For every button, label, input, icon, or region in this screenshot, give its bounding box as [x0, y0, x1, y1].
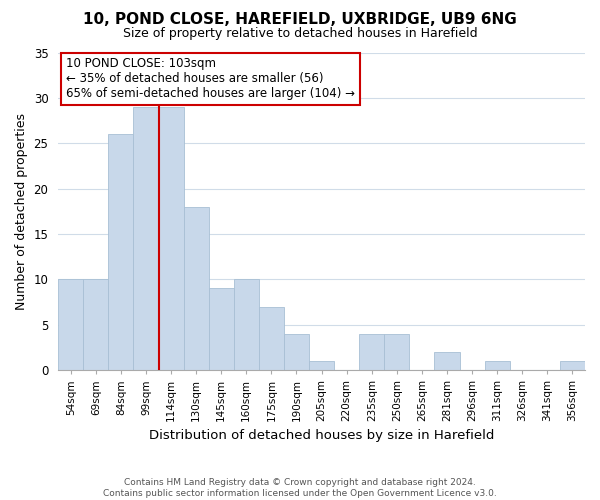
- Bar: [434, 352, 460, 370]
- Bar: [485, 361, 510, 370]
- Bar: [309, 361, 334, 370]
- Bar: [384, 334, 409, 370]
- Bar: [560, 361, 585, 370]
- Text: 10, POND CLOSE, HAREFIELD, UXBRIDGE, UB9 6NG: 10, POND CLOSE, HAREFIELD, UXBRIDGE, UB9…: [83, 12, 517, 28]
- Bar: [209, 288, 234, 370]
- Text: 10 POND CLOSE: 103sqm
← 35% of detached houses are smaller (56)
65% of semi-deta: 10 POND CLOSE: 103sqm ← 35% of detached …: [66, 58, 355, 100]
- Bar: [133, 107, 158, 370]
- Bar: [58, 280, 83, 370]
- Bar: [234, 280, 259, 370]
- Bar: [158, 107, 184, 370]
- Bar: [109, 134, 133, 370]
- Y-axis label: Number of detached properties: Number of detached properties: [15, 113, 28, 310]
- Bar: [359, 334, 384, 370]
- Bar: [83, 280, 109, 370]
- Text: Size of property relative to detached houses in Harefield: Size of property relative to detached ho…: [122, 28, 478, 40]
- Text: Contains HM Land Registry data © Crown copyright and database right 2024.
Contai: Contains HM Land Registry data © Crown c…: [103, 478, 497, 498]
- Bar: [284, 334, 309, 370]
- Bar: [184, 206, 209, 370]
- Bar: [259, 306, 284, 370]
- X-axis label: Distribution of detached houses by size in Harefield: Distribution of detached houses by size …: [149, 430, 494, 442]
